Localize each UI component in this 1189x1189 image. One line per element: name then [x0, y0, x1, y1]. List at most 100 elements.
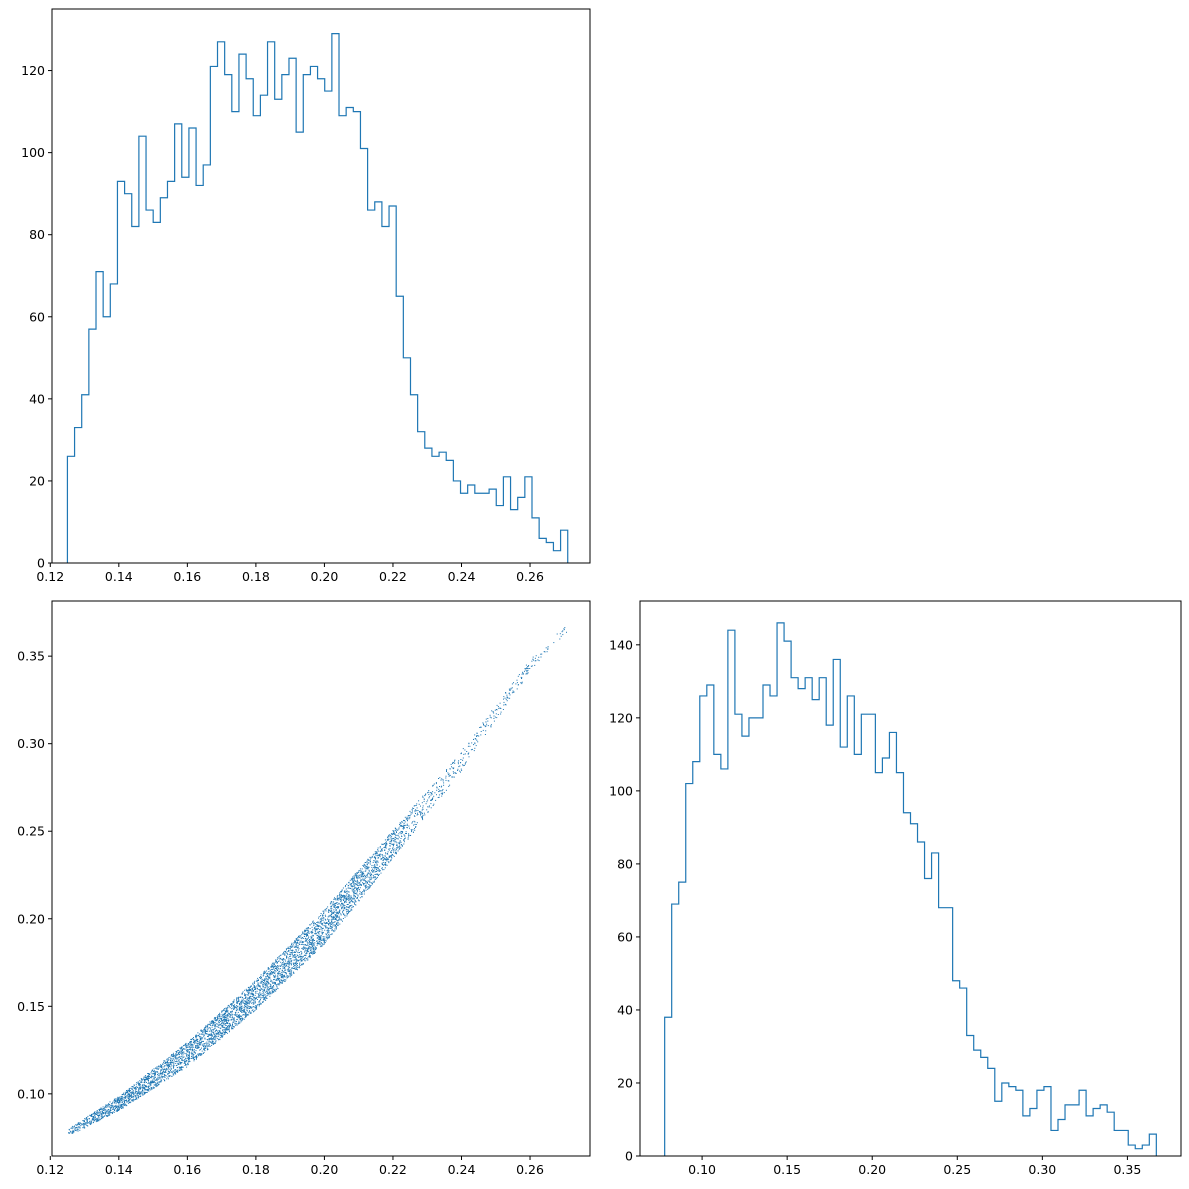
scatter-point: [392, 854, 394, 856]
scatter-point: [311, 930, 313, 932]
scatter-point: [208, 1034, 210, 1036]
scatter-point: [398, 848, 400, 850]
scatter-point: [166, 1078, 168, 1080]
scatter-point: [249, 990, 251, 992]
scatter-point: [249, 1002, 251, 1004]
scatter-point: [235, 1011, 237, 1013]
scatter-point: [148, 1086, 150, 1088]
scatter-point: [312, 953, 314, 955]
scatter-point: [280, 981, 282, 983]
scatter-point: [297, 962, 298, 964]
scatter-point: [220, 1023, 222, 1025]
scatter-point: [358, 876, 360, 878]
scatter-point: [449, 784, 451, 786]
scatter-point: [207, 1045, 209, 1047]
scatter-point: [232, 1023, 233, 1025]
scatter-point: [445, 779, 447, 781]
scatter-point: [327, 935, 329, 937]
scatter-point: [439, 777, 441, 779]
scatter-point: [211, 1025, 213, 1026]
scatter-point: [198, 1046, 200, 1048]
scatter-point: [221, 1022, 222, 1024]
scatter-point: [248, 1005, 250, 1007]
scatter-point: [268, 976, 270, 978]
scatter-point: [258, 989, 260, 990]
scatter-point: [129, 1092, 131, 1094]
scatter-point: [345, 894, 347, 896]
scatter-point: [328, 916, 330, 918]
scatter-point: [244, 995, 246, 997]
scatter-point: [202, 1043, 204, 1045]
scatter-point: [320, 942, 322, 944]
scatter-point: [393, 832, 395, 834]
scatter-point: [288, 963, 290, 965]
scatter-point: [204, 1046, 206, 1048]
scatter-point: [428, 797, 430, 799]
scatter-point: [284, 971, 286, 973]
scatter-point: [508, 688, 510, 690]
scatter-point: [227, 1006, 229, 1008]
scatter-point: [278, 970, 280, 972]
scatter-point: [102, 1112, 104, 1113]
scatter-point: [399, 825, 401, 827]
scatter-point: [349, 911, 350, 912]
scatter-point: [127, 1097, 129, 1099]
scatter-point: [209, 1038, 210, 1040]
scatter-point: [522, 671, 524, 673]
scatter-point: [299, 959, 301, 961]
scatter-point: [325, 926, 327, 928]
scatter-point: [216, 1016, 218, 1018]
scatter-point: [139, 1088, 141, 1090]
scatter-point: [157, 1081, 159, 1083]
scatter-point: [300, 950, 302, 952]
scatter-point: [413, 820, 415, 822]
scatter-point: [332, 925, 334, 927]
scatter-point: [245, 996, 247, 998]
scatter-point: [258, 994, 259, 996]
scatter-point: [255, 987, 257, 989]
scatter-point: [297, 939, 298, 941]
scatter-point: [269, 977, 271, 979]
scatter-point: [377, 857, 379, 859]
scatter-point: [375, 870, 377, 872]
scatter-point: [352, 879, 353, 881]
scatter-point: [282, 980, 283, 982]
scatter-point: [398, 846, 399, 848]
scatter-point: [521, 683, 523, 685]
scatter-point: [339, 910, 341, 912]
scatter-point: [197, 1038, 199, 1040]
scatter-point: [395, 828, 396, 830]
scatter-point: [310, 941, 312, 943]
scatter-point: [202, 1030, 204, 1032]
scatter-point: [340, 897, 342, 898]
scatter-point: [238, 1000, 240, 1002]
scatter-point: [411, 809, 413, 811]
scatter-point: [304, 949, 306, 951]
scatter-point: [154, 1070, 156, 1072]
scatter-point: [338, 917, 340, 919]
scatter-point: [346, 893, 348, 895]
scatter-point: [341, 896, 343, 898]
scatter-point: [385, 842, 387, 844]
scatter-point: [410, 812, 412, 814]
scatter-point: [374, 876, 376, 878]
scatter-point: [339, 911, 341, 913]
scatter-point: [129, 1096, 131, 1098]
scatter-point: [241, 1008, 243, 1010]
scatter-point: [121, 1097, 123, 1099]
scatter-point: [156, 1071, 158, 1073]
scatter-point: [81, 1124, 83, 1126]
scatter-point: [127, 1094, 129, 1096]
scatter-point: [383, 843, 385, 845]
scatter-point: [131, 1100, 133, 1102]
scatter-point: [103, 1107, 105, 1109]
scatter-point: [370, 878, 372, 880]
scatter-point: [204, 1034, 205, 1036]
scatter-point: [268, 977, 270, 979]
scatter-point: [337, 903, 339, 905]
scatter-point: [256, 1004, 258, 1006]
scatter-point: [251, 1010, 253, 1011]
scatter-point: [264, 997, 266, 998]
scatter-point: [137, 1081, 139, 1083]
scatter-point: [314, 940, 315, 941]
